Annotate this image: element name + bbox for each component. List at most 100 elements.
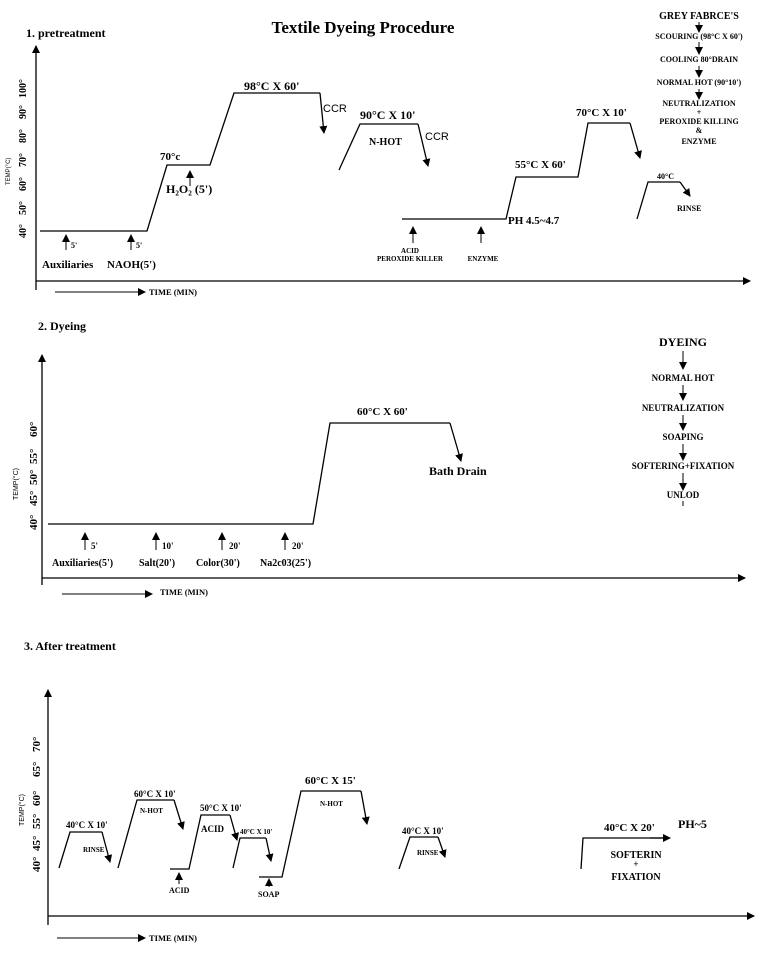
fixation-profile (580, 837, 663, 870)
stage-label: 98°C X 60' (244, 79, 299, 93)
stage-label: 40°C X 10' (402, 826, 444, 836)
flow-step: PEROXIDE KILLING (659, 117, 738, 126)
section-dyeing: 2. Dyeing TEMP(°C) 40° 45° 50° 55° 60° T… (12, 319, 746, 598)
flow-step: & (696, 126, 703, 135)
time-label: TIME (MIN) (160, 587, 208, 597)
y-tick: 50° (18, 201, 29, 215)
stage-label: RINSE (677, 204, 701, 213)
y-tick: 55° (31, 814, 43, 829)
stage-label: ACID (201, 824, 225, 834)
flow-step: ENZYME (681, 137, 716, 146)
y-tick: 90° (18, 105, 29, 119)
drain-arrow (229, 814, 239, 841)
drain-arrow (265, 837, 274, 862)
dosing-label: Auxiliaries (42, 259, 94, 271)
y-tick: 60° (18, 177, 29, 191)
y-tick: 45° (31, 836, 43, 851)
y-tick: 100° (18, 79, 29, 98)
flow-step: NORMAL HOT (90°10') (657, 78, 742, 87)
neutralization-profile (402, 122, 630, 220)
rinse-profile (58, 831, 102, 869)
stage-label: 40°C X 20' (604, 822, 655, 834)
dosing-label: Auxiliaries(5') (52, 558, 113, 569)
y-tick: 65° (31, 762, 43, 777)
y-tick: 70° (31, 737, 43, 752)
dosing-label: PEROXIDE KILLER (377, 255, 444, 263)
n-hot-profile (117, 799, 174, 869)
stage-label: 55°C X 60' (515, 159, 566, 171)
dosing-time: 10' (162, 541, 174, 551)
stage-label: H₂O₂ (5') (166, 182, 212, 196)
y-axis-label: TEMP(°C) (12, 468, 20, 500)
dosing-time: 20' (292, 541, 304, 551)
soaping-profile (232, 837, 266, 869)
flow-step: SOFTERING+FIXATION (632, 461, 735, 471)
dosing-label: Color(30') (196, 558, 240, 569)
stage-label: 40°C (657, 172, 674, 181)
y-axis-label: TEMP(°C) (18, 794, 26, 826)
drain-arrow (449, 422, 463, 462)
stage-label: N-HOT (369, 137, 402, 148)
cooling-arrow (319, 92, 328, 134)
flow-step: SCOURING (98°C X 60') (655, 32, 743, 41)
y-tick-labels: 40° 45° 50° 55° 60° (28, 422, 40, 530)
rinse-profile (636, 181, 680, 220)
temperature-profile (40, 92, 320, 232)
stage-label: RINSE (417, 849, 439, 857)
section1-heading: 1. pretreatment (26, 26, 106, 40)
stage-label: 40°C X 10' (66, 820, 108, 830)
stage-label: 40°C X 10' (240, 828, 272, 836)
acid-profile (170, 814, 230, 870)
stage-label: 50°C X 10' (200, 803, 242, 813)
section2-heading: 2. Dyeing (38, 319, 86, 333)
n-hot-profile (338, 123, 418, 171)
page-title: Textile Dyeing Procedure (272, 18, 455, 37)
dosing-time: 20' (229, 541, 241, 551)
time-label: TIME (MIN) (149, 933, 197, 943)
dosing-label: SOAP (258, 890, 279, 899)
dosing-label: Na2c03(25') (260, 558, 311, 569)
stage-label: 70°c (160, 151, 180, 163)
flow-step: NORMAL HOT (652, 373, 715, 383)
pretreatment-flow: GREY FABRCE'S SCOURING (98°C X 60') COOL… (655, 11, 743, 146)
section3-heading: 3. After treatment (24, 639, 116, 653)
drain-arrow (437, 836, 447, 858)
flow-step: NEUTRALIZATION (662, 99, 735, 108)
y-tick: 40° (31, 857, 43, 872)
time-label: TIME (MIN) (149, 287, 197, 297)
stage-label: N-HOT (320, 800, 343, 808)
stage-label: + (633, 859, 638, 869)
stage-label: RINSE (83, 846, 105, 854)
y-tick: 60° (28, 422, 40, 437)
stage-label: Bath Drain (429, 464, 487, 478)
dosing-label: NAOH(5') (107, 259, 156, 271)
dosing-time: 5' (71, 241, 77, 250)
stage-label: N-HOT (140, 807, 163, 815)
dosing-time: 5' (136, 241, 142, 250)
flow-step: + (697, 108, 702, 117)
y-tick: 80° (18, 129, 29, 143)
y-tick: 40° (28, 515, 40, 530)
flow-step: UNLOD (667, 490, 700, 500)
dosing-label: ACID (169, 886, 190, 895)
y-axis-label: TEMP(°C) (6, 158, 12, 185)
y-tick: 55° (28, 449, 40, 464)
flow-step: GREY FABRCE'S (659, 11, 739, 22)
cooling-arrow (417, 123, 431, 167)
n-hot-profile (259, 790, 361, 878)
stage-label: 90°C X 10' (360, 108, 415, 122)
stage-label: 60°C X 10' (134, 789, 176, 799)
section-after-treatment: 3. After treatment TEMP(°C) 40° 45° 55° … (18, 639, 755, 943)
drain-arrow (173, 799, 185, 830)
dosing-label: ACID (401, 247, 419, 255)
stage-label: 60°C X 15' (305, 775, 356, 787)
stage-label: CCR (323, 103, 347, 115)
y-tick-labels: 40° 45° 55° 60° 65° 70° (31, 737, 43, 872)
temperature-profile (48, 422, 450, 525)
stage-label: SOFTERIN (610, 850, 662, 861)
dosing-label: ENZYME (468, 255, 499, 263)
y-tick: 50° (28, 470, 40, 485)
cooling-arrow (629, 122, 642, 159)
flow-step: DYEING (659, 335, 707, 349)
